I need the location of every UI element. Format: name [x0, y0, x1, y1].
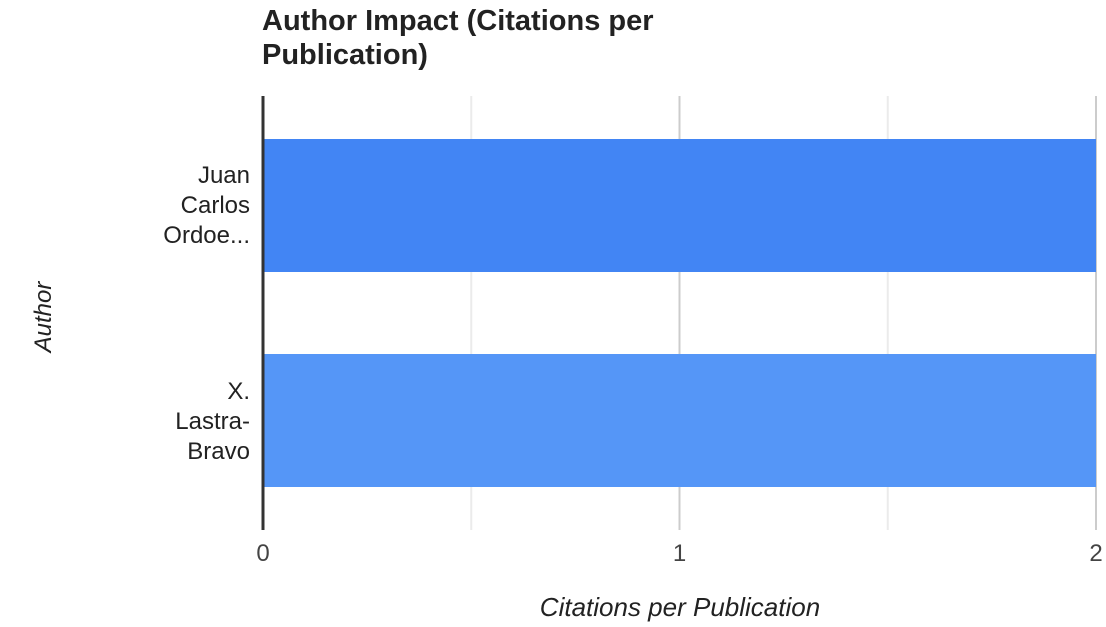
x-tick-label: 1	[673, 540, 686, 567]
category-label-line: X.	[227, 378, 250, 405]
bar	[263, 354, 1096, 487]
category-label-lastra-bravo: X. Lastra- Bravo	[175, 377, 250, 467]
category-label-juan-carlos: Juan Carlos Ordoe...	[163, 161, 250, 251]
category-label-line: Ordoe...	[163, 222, 250, 249]
x-tick-label: 2	[1089, 540, 1102, 567]
x-tick-label: 0	[256, 540, 269, 567]
bar	[263, 139, 1096, 272]
chart-title-line-2: Publication)	[262, 39, 428, 71]
category-label-line: Lastra-	[175, 408, 250, 435]
chart-title-line-1: Author Impact (Citations per	[262, 5, 654, 37]
category-label-line: Juan	[197, 162, 250, 189]
chart-title: Author Impact (Citations per Publication…	[262, 4, 1022, 72]
category-label-line: Bravo	[187, 438, 250, 465]
x-axis-label: Citations per Publication	[539, 592, 821, 622]
category-label-line: Carlos	[180, 192, 250, 219]
